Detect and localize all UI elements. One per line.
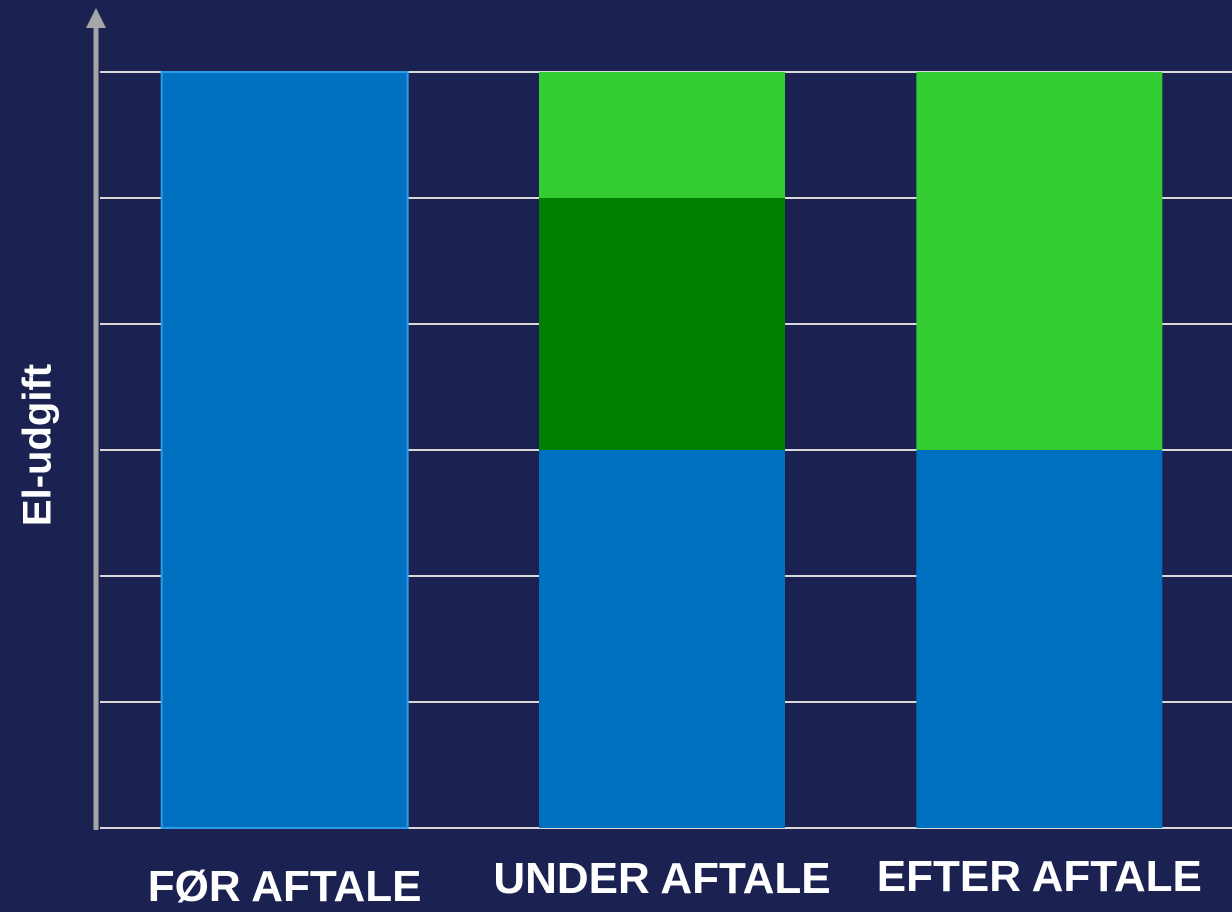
bars — [160, 71, 1163, 829]
bar-segment-3-1 — [916, 450, 1163, 828]
y-axis-arrow-icon — [86, 8, 106, 28]
bar-segment-2-1 — [539, 450, 785, 828]
bar-segment-2-2 — [539, 198, 785, 450]
category-label: EFTER AFTALE — [876, 852, 1202, 901]
y-axis — [86, 8, 106, 830]
bar-segment-3-3 — [916, 72, 1163, 450]
bar-segment-1-1 — [160, 71, 409, 829]
category-label: FØR AFTALE — [147, 862, 422, 911]
category-label: UNDER AFTALE — [493, 854, 831, 903]
bar-segment-2-3 — [539, 72, 785, 198]
y-axis-label: El-udgift — [15, 363, 60, 527]
